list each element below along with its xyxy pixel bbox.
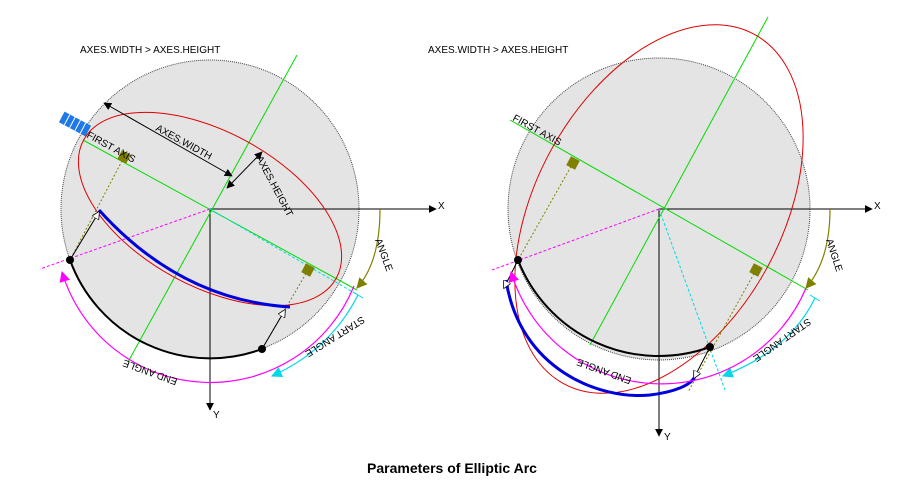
right-first-axis-line (509, 119, 809, 291)
right-start-square (749, 263, 763, 277)
left-start-angle-tick (352, 291, 364, 299)
left-end-angle-arc (59, 270, 355, 384)
left-start-line-inner (209, 208, 359, 296)
left-ellipse (77, 111, 343, 307)
left-end-angle-label: END ANGLE (121, 356, 179, 386)
left-start-hollow-arrow (261, 310, 285, 350)
left-start-angle-arc (271, 294, 359, 377)
left-first-axis-marker (58, 111, 92, 137)
left-angle-label: ANGLE (372, 237, 394, 273)
left-x-label: X (438, 201, 445, 212)
left-elliptic-arc (97, 208, 291, 309)
left-y-label: Y (213, 410, 220, 421)
left-circle-arc (69, 259, 263, 360)
right-x-label: X (874, 201, 881, 212)
right-start-angle-label: START ANGLE (750, 316, 812, 364)
right-end-square (566, 156, 580, 170)
right-second-axis-line (589, 16, 769, 346)
right-end-angle-arc (508, 270, 807, 385)
left-width-dimension (103, 102, 233, 177)
left-second-axis-line (127, 54, 298, 363)
left-height-dimension (226, 151, 263, 189)
right-y-label: Y (664, 432, 671, 443)
right-angle-label: ANGLE (823, 238, 844, 274)
left-angle-arc (356, 208, 381, 289)
figure-caption: Parameters of Elliptic Arc (367, 460, 537, 476)
right-end-angle-label: END ANGLE (575, 355, 633, 385)
left-end-hollow-arrow (69, 212, 99, 261)
right-start-angle-tick (809, 294, 821, 302)
right-title: AXES.WIDTH > AXES.HEIGHT (428, 45, 568, 56)
right-elliptic-arc (504, 279, 696, 398)
right-start-line-inner (658, 208, 726, 391)
left-end-projection (69, 156, 125, 261)
left-title: AXES.WIDTH > AXES.HEIGHT (80, 45, 220, 56)
right-start-angle-arc (721, 297, 816, 378)
right-angle-arc (805, 208, 831, 289)
right-start-hollow-arrow (694, 346, 711, 378)
right-ellipse (514, 24, 804, 394)
left-panel: AXES.WIDTH > AXES.HEIGHT X Y (39, 45, 445, 421)
right-panel: AXES.WIDTH > AXES.HEIGHT X Y (428, 16, 881, 443)
left-start-square (301, 263, 315, 277)
right-circle-arc (517, 259, 711, 357)
right-end-projection (517, 162, 574, 261)
